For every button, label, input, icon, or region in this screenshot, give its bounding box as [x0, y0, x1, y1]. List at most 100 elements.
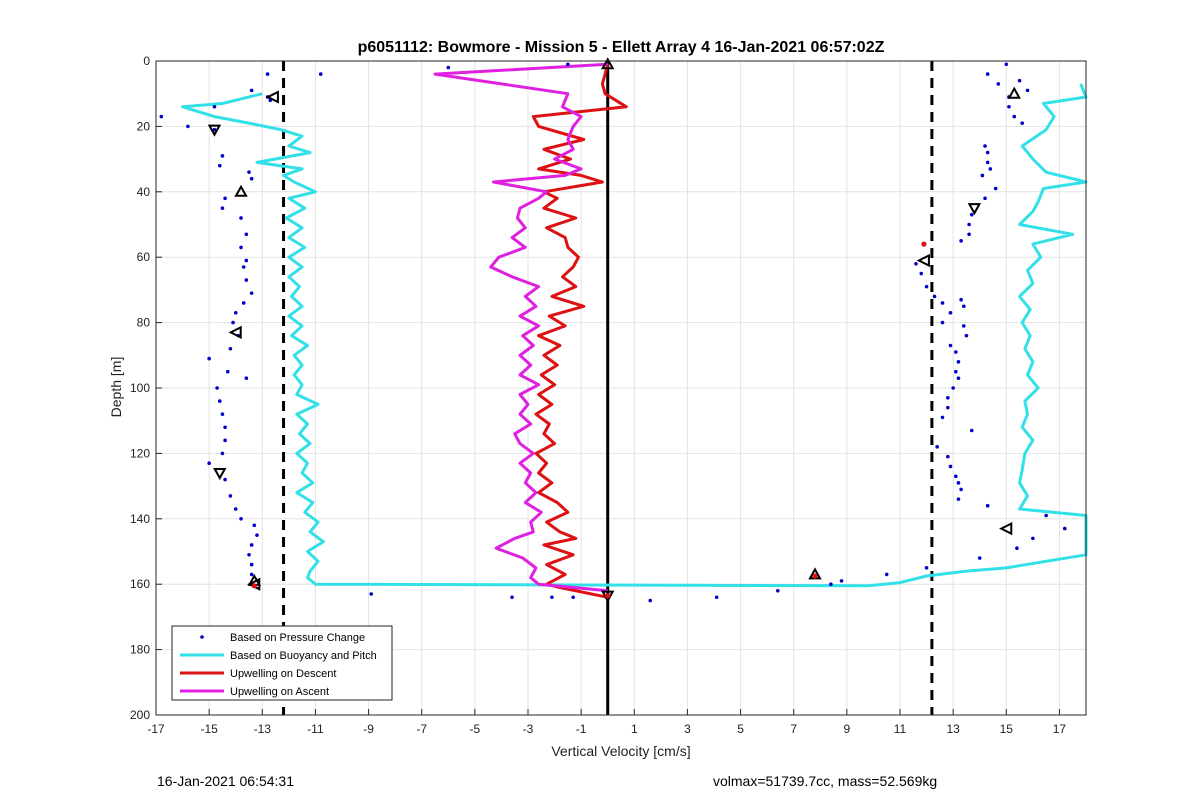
- grid: [155, 60, 1086, 716]
- pressure-change-point: [940, 415, 945, 420]
- pressure-change-point: [223, 425, 227, 430]
- pressure-change-point: [220, 451, 225, 456]
- triangle-marker: [967, 203, 982, 216]
- pressure-change-point: [967, 222, 971, 227]
- x-tick-label: 3: [684, 722, 691, 736]
- triangle-marker: [234, 184, 248, 197]
- pressure-change-point: [249, 562, 254, 567]
- pressure-change-point: [956, 376, 961, 380]
- legend-swatch: [200, 635, 204, 639]
- y-tick-label: 140: [130, 512, 150, 526]
- pressure-change-point: [964, 333, 969, 338]
- pressure-change-point: [249, 291, 254, 295]
- pressure-change-point: [186, 124, 190, 129]
- pressure-change-point: [231, 320, 235, 325]
- pressure-change-point: [215, 386, 219, 390]
- pressure-change-point: [1012, 114, 1017, 119]
- pressure-change-point: [993, 186, 998, 191]
- red-marker-dot: [605, 593, 611, 599]
- footer-timestamp: 16-Jan-2021 06:54:31: [157, 773, 294, 789]
- pressure-change-point: [648, 598, 653, 603]
- pressure-change-point: [233, 507, 238, 511]
- pressure-change-point: [159, 114, 164, 119]
- pressure-change-point: [977, 556, 982, 560]
- pressure-change-point: [940, 301, 945, 305]
- pressure-change-point: [1020, 121, 1025, 125]
- pressure-change-point: [959, 297, 963, 302]
- x-tick-label: -9: [363, 722, 374, 736]
- pressure-change-point: [1025, 88, 1030, 93]
- pressure-change-point: [946, 454, 950, 459]
- x-tick-label: -17: [147, 722, 165, 736]
- pressure-change-point: [969, 212, 974, 217]
- x-tick-label: -15: [200, 722, 218, 736]
- pressure-change-point: [956, 497, 961, 501]
- pressure-change-point: [967, 232, 971, 237]
- pressure-change-point: [239, 517, 243, 521]
- pressure-change-point: [249, 543, 254, 547]
- y-tick-label: 200: [130, 708, 150, 722]
- pressure-change-point: [220, 412, 225, 416]
- y-tick-label: 80: [137, 316, 151, 330]
- pressure-change-point: [207, 356, 211, 361]
- pressure-change-point: [980, 173, 985, 178]
- pressure-change-point: [983, 144, 987, 148]
- triangle-marker: [999, 521, 1013, 536]
- pressure-change-point: [446, 65, 451, 70]
- y-tick-label: 20: [137, 119, 151, 133]
- pressure-change-point: [839, 579, 844, 583]
- pressure-change-point: [924, 566, 929, 570]
- x-tick-label: -3: [523, 722, 534, 736]
- pressure-change-point: [1015, 546, 1019, 551]
- pressure-change-point: [239, 216, 243, 220]
- pressure-change-point: [956, 481, 961, 485]
- triangle-marker: [228, 325, 242, 340]
- pressure-change-point: [985, 72, 990, 76]
- red-marker-dot: [921, 241, 927, 247]
- y-axis-label: Depth [m]: [108, 357, 124, 418]
- x-tick-label: -11: [307, 722, 324, 736]
- y-tick-label: 0: [143, 54, 150, 68]
- pressure-change-point: [265, 72, 270, 76]
- series-line-upwelling-on-ascent: [433, 62, 608, 593]
- pressure-change-point: [228, 346, 233, 351]
- pressure-change-point: [985, 150, 990, 155]
- pressure-change-point: [247, 552, 251, 557]
- pressure-change-point: [988, 167, 993, 171]
- legend-label: Based on Buoyancy and Pitch: [230, 650, 377, 662]
- pressure-change-point: [241, 265, 246, 269]
- chart-title: p6051112: Bowmore - Mission 5 - Ellett A…: [358, 39, 885, 56]
- pressure-change-point: [239, 245, 243, 250]
- legend: Based on Pressure Change Based on Buoyanc…: [171, 625, 393, 701]
- x-tick-label: 1: [631, 722, 638, 736]
- pressure-change-point: [884, 572, 889, 577]
- pressure-change-point: [249, 572, 254, 577]
- pressure-change-point: [956, 360, 961, 364]
- legend-label: Based on Pressure Change: [230, 632, 365, 644]
- pressure-change-point: [951, 386, 955, 390]
- y-tick-label: 180: [130, 643, 150, 657]
- pressure-change-point: [249, 176, 254, 181]
- x-tick-label: 7: [790, 722, 797, 736]
- series-line-upwelling-on-descent: [531, 63, 628, 599]
- pressure-change-point: [948, 464, 953, 469]
- pressure-change-point: [244, 376, 249, 380]
- pressure-change-point: [954, 350, 958, 354]
- pressure-change-point: [244, 232, 249, 237]
- pressure-change-point: [571, 595, 575, 600]
- pressure-change-point: [1044, 513, 1048, 518]
- red-marker-dot: [251, 583, 257, 589]
- pressure-change-point: [954, 474, 958, 479]
- pressure-change-point: [220, 206, 225, 210]
- pressure-change-point: [935, 445, 939, 449]
- pressure-change-point: [959, 487, 963, 492]
- pressure-change-point: [249, 88, 254, 93]
- x-axis-label: Vertical Velocity [cm/s]: [551, 743, 690, 759]
- pressure-change-point: [946, 405, 950, 410]
- x-tick-label: -13: [254, 722, 272, 736]
- triangle-marker: [213, 468, 227, 481]
- pressure-change-point: [996, 82, 1001, 86]
- red-marker-dot: [812, 573, 818, 579]
- pressure-change-point: [985, 160, 990, 165]
- pressure-change-point: [969, 428, 974, 433]
